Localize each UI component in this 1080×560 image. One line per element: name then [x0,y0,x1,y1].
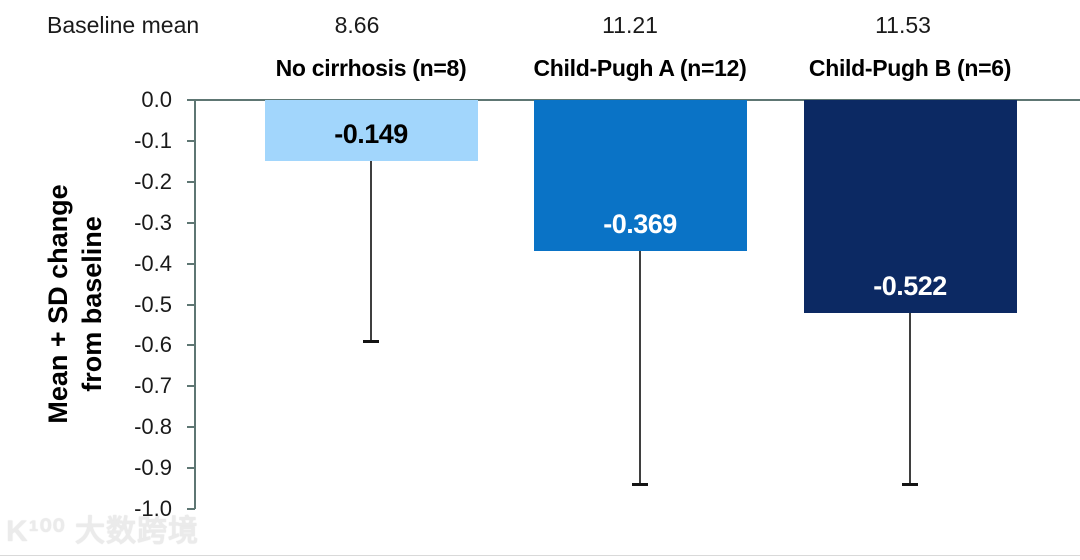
y-tick-mark [187,99,195,101]
bar: -0.149 [264,100,478,161]
bar-value-label: -0.369 [603,208,677,239]
baseline-mean-value: 11.53 [875,12,931,38]
y-tick-mark [187,344,195,347]
error-bar-stem [909,313,911,485]
bar: -0.369 [533,100,747,251]
y-tick-mark [187,221,195,224]
error-bar-cap [632,483,648,487]
y-tick-label: -0.1 [134,127,172,153]
watermark-logo-icon: K¹⁰⁰ [6,515,66,548]
y-tick-mark [187,262,195,265]
y-tick-mark [187,508,195,510]
y-tick-mark [187,303,195,306]
y-tick-label: -0.6 [134,332,172,358]
y-tick-label: -0.7 [134,373,172,399]
y-tick-label: -0.5 [134,291,172,317]
y-axis-line [194,100,196,509]
baseline-mean-value: 8.66 [334,12,380,38]
bottom-divider [0,555,1080,556]
category-header: Child-Pugh A (n=12) [533,55,747,81]
y-tick-label: -1.0 [134,496,172,521]
y-tick-label: -0.8 [134,414,172,440]
bar-value-label: -0.149 [334,118,408,149]
watermark-text: 大数跨境 [65,515,200,548]
y-tick-mark [187,139,195,142]
y-tick-mark [187,385,195,388]
error-bar-cap [902,483,918,487]
y-axis-title-line1: Mean + SD change [43,184,73,424]
y-tick-label: -0.9 [134,455,172,481]
baseline-mean-value: 11.21 [602,12,658,38]
y-tick-mark [187,180,195,183]
bar: -0.522 [803,100,1017,314]
y-tick-label: -0.4 [134,250,172,276]
y-tick-mark [187,426,195,429]
y-tick-label: -0.3 [134,209,172,235]
error-bar-stem [639,250,641,485]
error-bar-stem [370,160,372,342]
error-bar-cap [363,340,379,344]
category-header: Child-Pugh B (n=6) [808,55,1012,81]
watermark: K¹⁰⁰ 大数跨境 [6,506,199,550]
baseline-mean-row-label: Baseline mean [47,12,200,38]
y-tick-mark [187,467,195,470]
y-tick-label: -0.2 [134,168,172,194]
category-header: No cirrhosis (n=8) [275,55,467,81]
y-tick-label: 0.0 [141,87,172,112]
bar-value-label: -0.522 [873,271,947,302]
